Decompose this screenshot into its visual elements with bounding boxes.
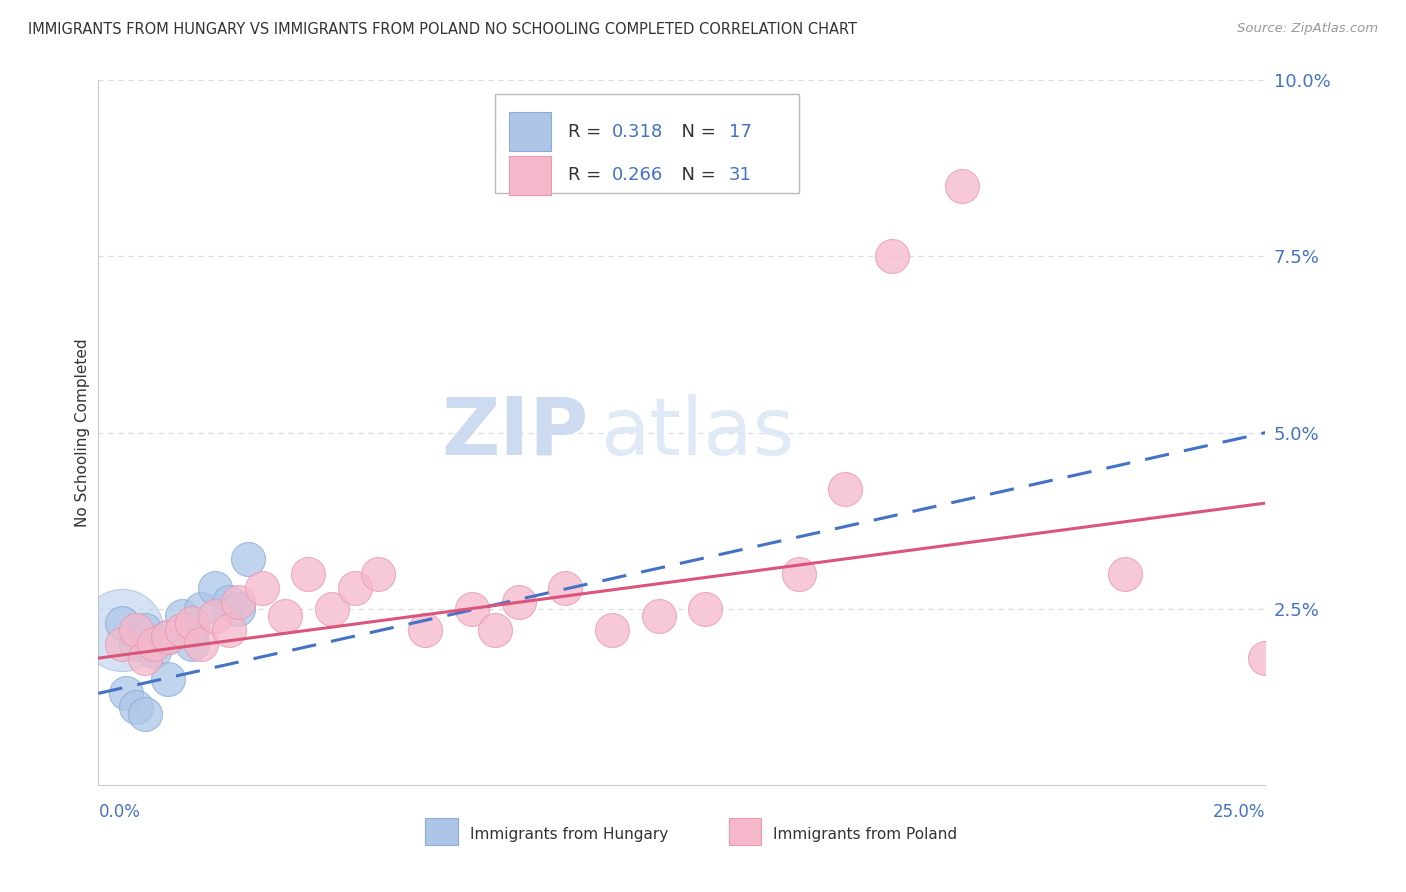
Text: N =: N =	[671, 166, 721, 185]
Point	[413, 623, 436, 637]
Point	[172, 608, 194, 623]
Point	[297, 566, 319, 581]
Point	[344, 581, 367, 595]
Point	[125, 700, 148, 714]
Point	[190, 637, 212, 651]
Text: atlas: atlas	[600, 393, 794, 472]
Point	[695, 601, 717, 615]
Text: ZIP: ZIP	[441, 393, 589, 472]
Text: Immigrants from Poland: Immigrants from Poland	[773, 827, 957, 842]
Text: R =: R =	[568, 123, 606, 141]
Point	[180, 637, 202, 651]
Point	[125, 637, 148, 651]
Point	[274, 608, 297, 623]
FancyBboxPatch shape	[509, 112, 551, 152]
Point	[367, 566, 389, 581]
Point	[228, 595, 250, 609]
FancyBboxPatch shape	[425, 818, 458, 845]
Point	[157, 630, 180, 644]
Point	[484, 623, 506, 637]
Point	[157, 630, 180, 644]
Point	[190, 601, 212, 615]
FancyBboxPatch shape	[728, 818, 761, 845]
Point	[204, 581, 226, 595]
Y-axis label: No Schooling Completed: No Schooling Completed	[75, 338, 90, 527]
Point	[143, 644, 166, 658]
Point	[600, 623, 623, 637]
Text: N =: N =	[671, 123, 721, 141]
Point	[508, 595, 530, 609]
Point	[111, 637, 134, 651]
Point	[125, 623, 148, 637]
Point	[787, 566, 810, 581]
Text: IMMIGRANTS FROM HUNGARY VS IMMIGRANTS FROM POLAND NO SCHOOLING COMPLETED CORRELA: IMMIGRANTS FROM HUNGARY VS IMMIGRANTS FR…	[28, 22, 858, 37]
Point	[1114, 566, 1136, 581]
Point	[834, 482, 856, 496]
Point	[143, 637, 166, 651]
FancyBboxPatch shape	[495, 95, 799, 193]
Point	[115, 686, 138, 700]
Point	[180, 623, 202, 637]
Point	[1254, 651, 1277, 665]
Point	[172, 623, 194, 637]
Point	[250, 581, 273, 595]
Point	[204, 608, 226, 623]
Text: 0.0%: 0.0%	[98, 803, 141, 821]
Point	[134, 623, 156, 637]
Point	[880, 249, 903, 264]
Point	[554, 581, 576, 595]
Point	[180, 615, 202, 630]
Text: Source: ZipAtlas.com: Source: ZipAtlas.com	[1237, 22, 1378, 36]
Point	[218, 595, 240, 609]
Text: Immigrants from Hungary: Immigrants from Hungary	[470, 827, 668, 842]
Point	[111, 615, 134, 630]
Text: R =: R =	[568, 166, 606, 185]
Point	[228, 601, 250, 615]
FancyBboxPatch shape	[509, 156, 551, 194]
Point	[134, 651, 156, 665]
Point	[461, 601, 484, 615]
Text: 25.0%: 25.0%	[1213, 803, 1265, 821]
Text: 0.318: 0.318	[612, 123, 664, 141]
Point	[134, 707, 156, 722]
Point	[111, 623, 134, 637]
Point	[321, 601, 343, 615]
Point	[236, 552, 259, 566]
Point	[950, 178, 973, 193]
Point	[218, 623, 240, 637]
Text: 17: 17	[728, 123, 751, 141]
Text: 31: 31	[728, 166, 751, 185]
Text: 0.266: 0.266	[612, 166, 664, 185]
Point	[157, 673, 180, 687]
Point	[647, 608, 669, 623]
